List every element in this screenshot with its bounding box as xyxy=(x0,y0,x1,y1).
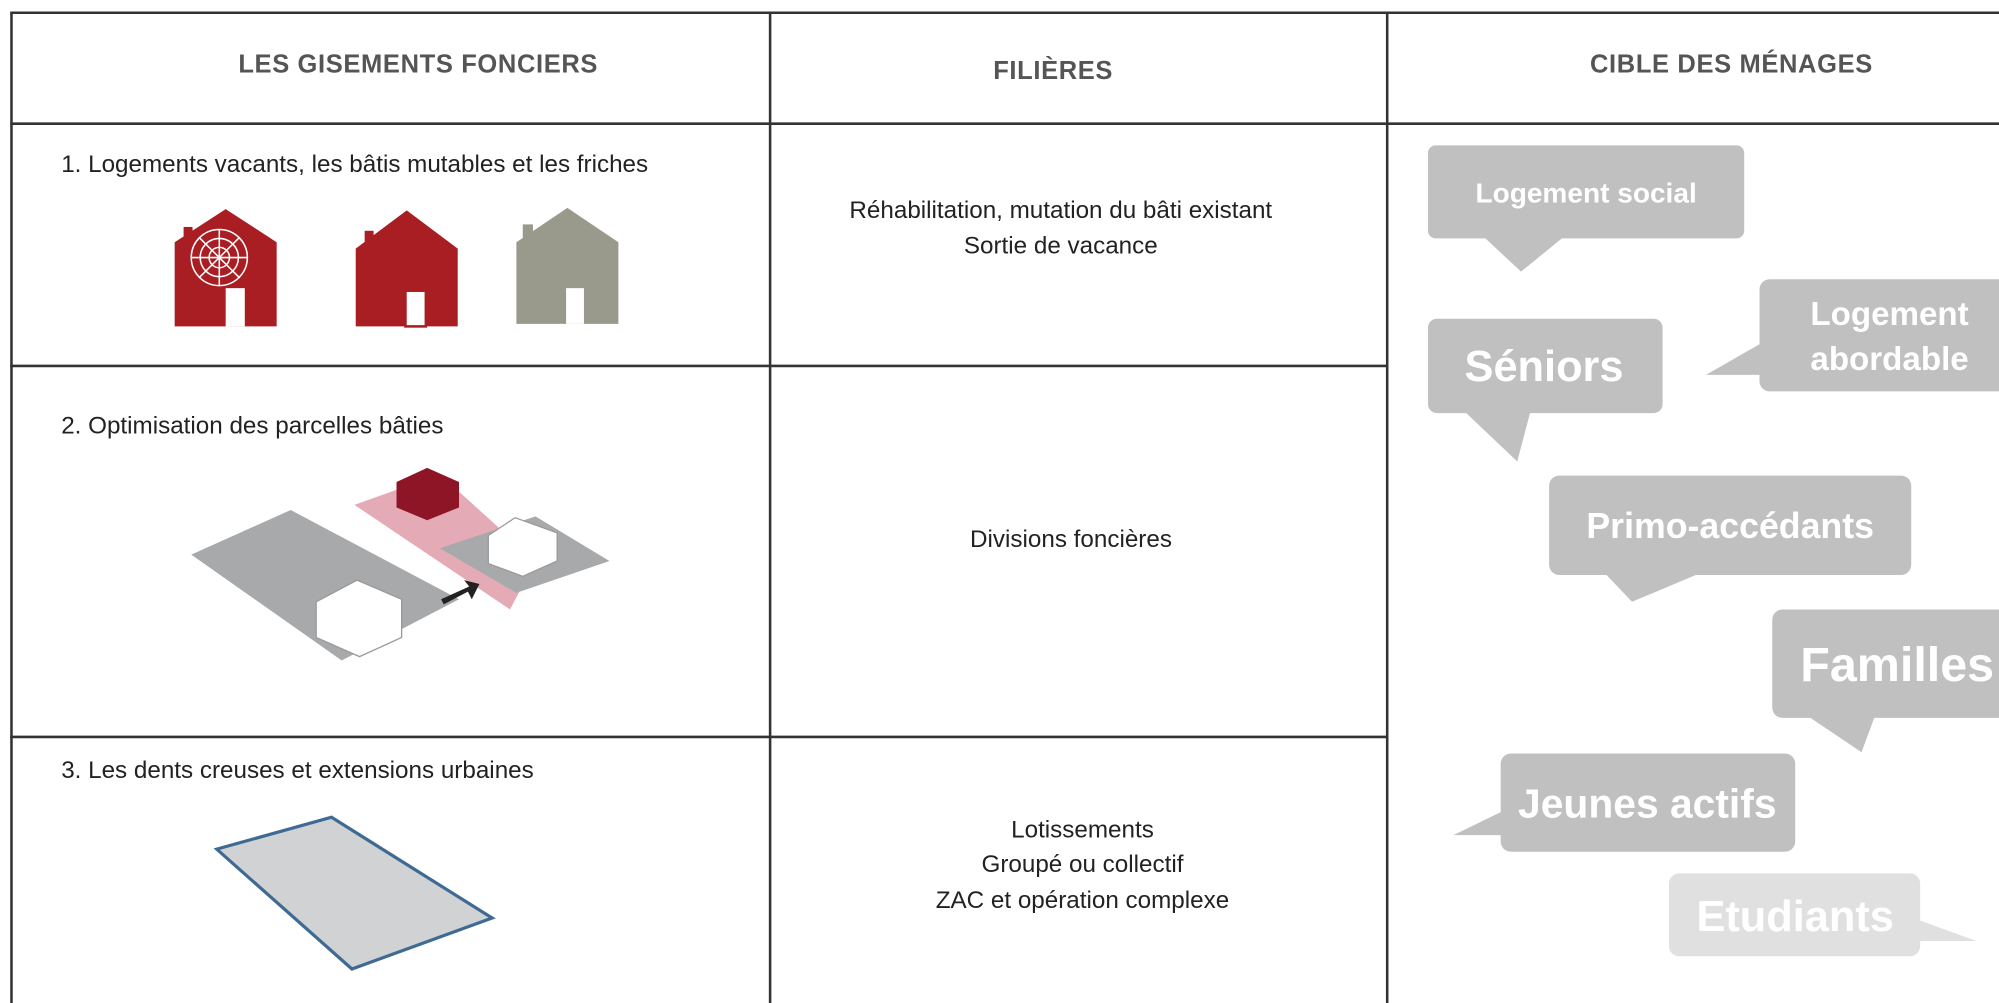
target-label: Etudiants xyxy=(1696,893,1893,941)
filiere: Sortie de vacance xyxy=(964,233,1158,260)
row-label: 3. Les dents creuses et extensions urbai… xyxy=(61,757,534,784)
column-header: FILIÈRES xyxy=(993,56,1113,85)
target-label: Séniors xyxy=(1465,343,1624,391)
target-label: Primo-accédants xyxy=(1586,506,1874,546)
filiere: Groupé ou collectif xyxy=(982,851,1184,878)
target-label: Familles xyxy=(1800,638,1994,692)
filiere: Divisions foncières xyxy=(970,526,1172,553)
target-bubbles: Logement social Séniors Logement abordab… xyxy=(1428,145,1999,957)
filiere: Lotissements xyxy=(1011,817,1154,844)
target-label: Logement xyxy=(1810,296,1968,333)
filiere: Réhabilitation, mutation du bâti existan… xyxy=(849,197,1272,224)
table-lines xyxy=(10,11,1999,1003)
column-header: LES GISEMENTS FONCIERS xyxy=(238,51,598,79)
target-label: Logement social xyxy=(1475,178,1696,209)
target-label: Jeunes actifs xyxy=(1518,780,1777,826)
target-label: abordable xyxy=(1810,341,1968,378)
house-icons xyxy=(174,207,619,328)
filiere: ZAC et opération complexe xyxy=(936,887,1229,914)
column-header: CIBLE DES MÉNAGES xyxy=(1590,50,1873,79)
parcel-illustration xyxy=(191,467,610,661)
parcel-shape xyxy=(213,815,496,971)
row-label: 2. Optimisation des parcelles bâties xyxy=(61,413,443,440)
row-label: 1. Logements vacants, les bâtis mutables… xyxy=(61,151,648,178)
